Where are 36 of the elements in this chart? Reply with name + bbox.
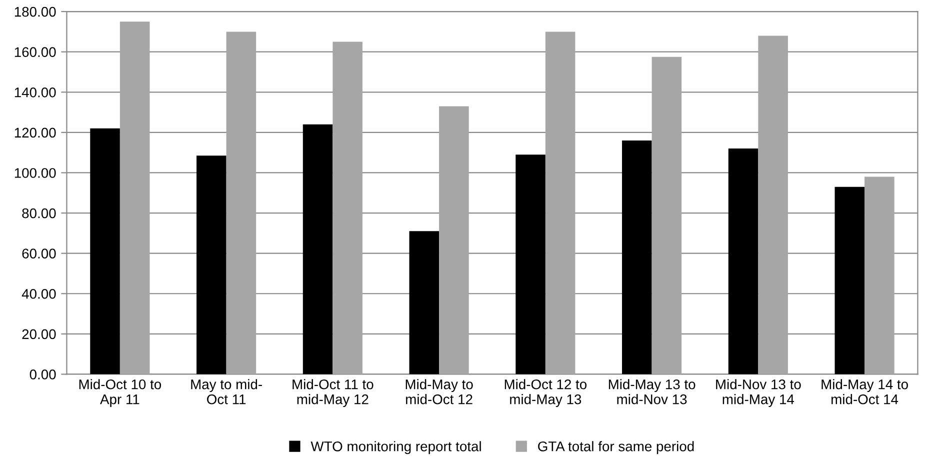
x-tick-label: Mid-May to mid-Oct 12	[406, 379, 473, 404]
x-tick-label: Mid-Oct 12 to mid-May 13	[504, 379, 587, 407]
legend-label: GTA total for same period	[538, 441, 694, 454]
bar	[834, 186, 865, 374]
bar	[622, 140, 652, 374]
y-tick-label: 20.00	[22, 329, 56, 340]
y-tick-label: 120.00	[14, 128, 56, 138]
bar	[196, 156, 226, 374]
bar	[90, 128, 120, 374]
bar	[864, 176, 894, 374]
x-tick-label: Mid-Oct 11 to mid-May 12	[292, 379, 374, 407]
y-tick-label: 60.00	[22, 248, 56, 258]
bar	[758, 36, 788, 374]
y-tick-label: 100.00	[14, 168, 56, 178]
x-tick-label: Mid-May 13 to mid-Nov 13	[608, 379, 696, 404]
bar	[120, 22, 150, 374]
y-tick-label: 140.00	[14, 87, 56, 98]
x-tick-label: Mid-Nov 13 to mid-May 14	[716, 379, 801, 407]
bar	[516, 154, 546, 374]
bar	[409, 231, 440, 374]
y-tick-label: 160.00	[14, 47, 56, 58]
bar	[728, 148, 758, 374]
y-tick-label: 80.00	[22, 208, 56, 218]
x-tick-label: Mid-May 14 to mid-Oct 14	[822, 379, 908, 404]
bar	[302, 124, 333, 374]
y-tick-label: 180.00	[14, 6, 56, 17]
bar	[226, 32, 256, 374]
legend-label: WTO monitoring report total	[310, 441, 481, 454]
bar	[439, 106, 469, 374]
bar	[652, 56, 682, 374]
x-tick-label: May to mid- Oct 11	[191, 379, 262, 404]
bar	[332, 42, 362, 374]
bar	[545, 32, 576, 374]
y-tick-label: 0.00	[30, 370, 56, 380]
y-tick-label: 40.00	[22, 288, 56, 299]
x-tick-label: Mid-Oct 10 to Apr 11	[79, 379, 162, 407]
